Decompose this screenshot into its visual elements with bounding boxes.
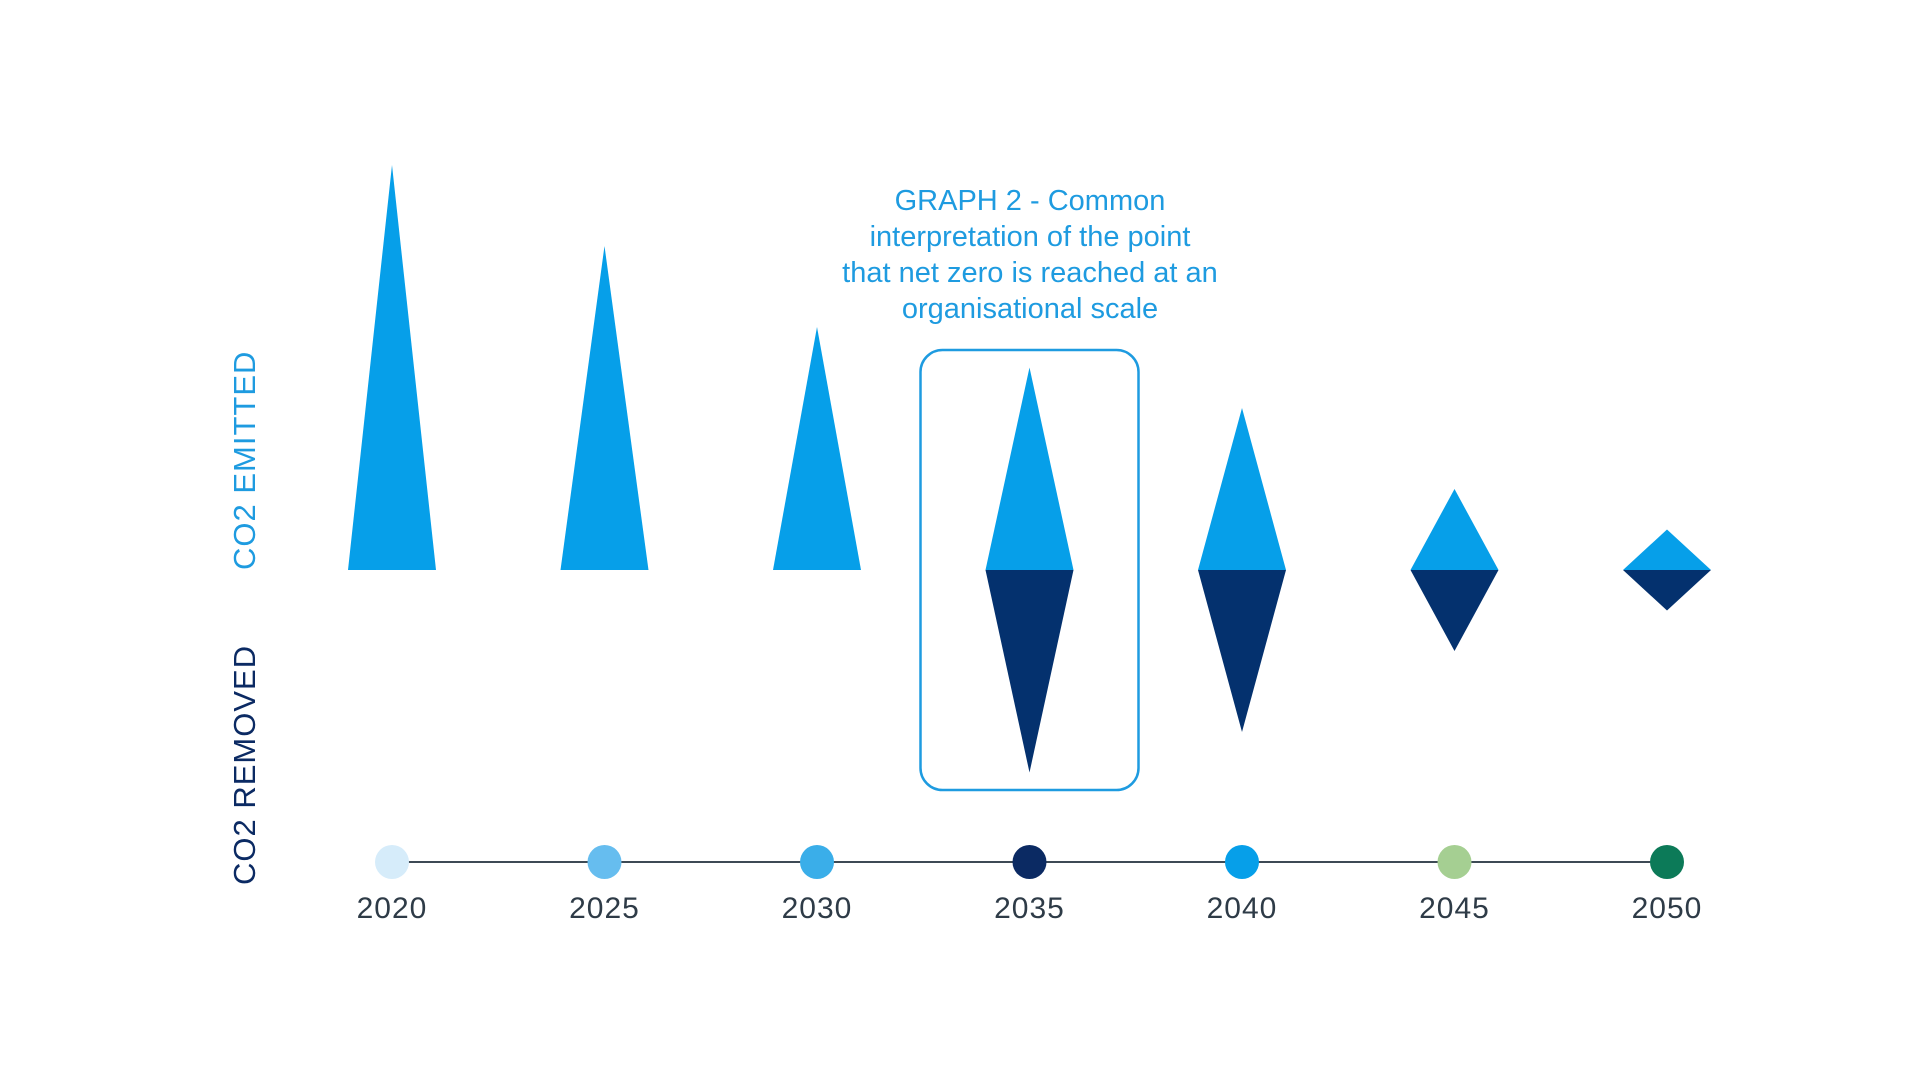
chart-title: GRAPH 2 - Common interpretation of the po… [842,185,1218,325]
year-label-2035: 2035 [994,892,1065,925]
year-label-2020: 2020 [357,892,428,925]
removed-triangle-2045 [1410,570,1499,651]
timeline-dot-2040 [1225,845,1259,879]
x-axis-tick-labels: 2020 2025 2030 2035 2040 2045 2050 [357,892,1703,925]
removed-triangle-2050 [1623,570,1711,611]
emitted-triangle-2050 [1623,529,1711,570]
chart-title-line: GRAPH 2 - Common [895,185,1166,217]
year-label-2040: 2040 [1207,892,1278,925]
timeline-dot-2030 [800,845,834,879]
year-label-2030: 2030 [782,892,853,925]
removed-triangle-2035 [985,570,1074,773]
chart-title-line: organisational scale [902,293,1158,325]
chart-marks [348,165,1711,773]
y-axis-label-emitted: CO2 EMITTED [227,351,262,570]
year-label-2025: 2025 [569,892,640,925]
emitted-triangle-2040 [1198,408,1286,570]
highlight-box-2035 [919,348,1140,792]
timeline-dots [375,845,1684,879]
year-label-2045: 2045 [1419,892,1490,925]
year-label-2050: 2050 [1632,892,1703,925]
emitted-triangle-2035 [985,367,1074,570]
chart-title-line: interpretation of the point [870,221,1191,253]
timeline-dot-2035 [1012,845,1047,879]
emitted-triangle-2045 [1410,489,1499,570]
timeline-dot-2025 [587,845,622,879]
y-axis-label-removed: CO2 REMOVED [227,645,262,885]
emitted-triangle-2020 [348,165,436,570]
emitted-triangle-2030 [773,327,861,570]
chart-title-line: that net zero is reached at an [842,257,1218,289]
timeline-dot-2050 [1650,845,1684,879]
emitted-triangle-2025 [560,246,649,570]
timeline-dot-2045 [1437,845,1472,879]
timeline-dot-2020 [375,845,409,879]
removed-triangle-2040 [1198,570,1286,732]
